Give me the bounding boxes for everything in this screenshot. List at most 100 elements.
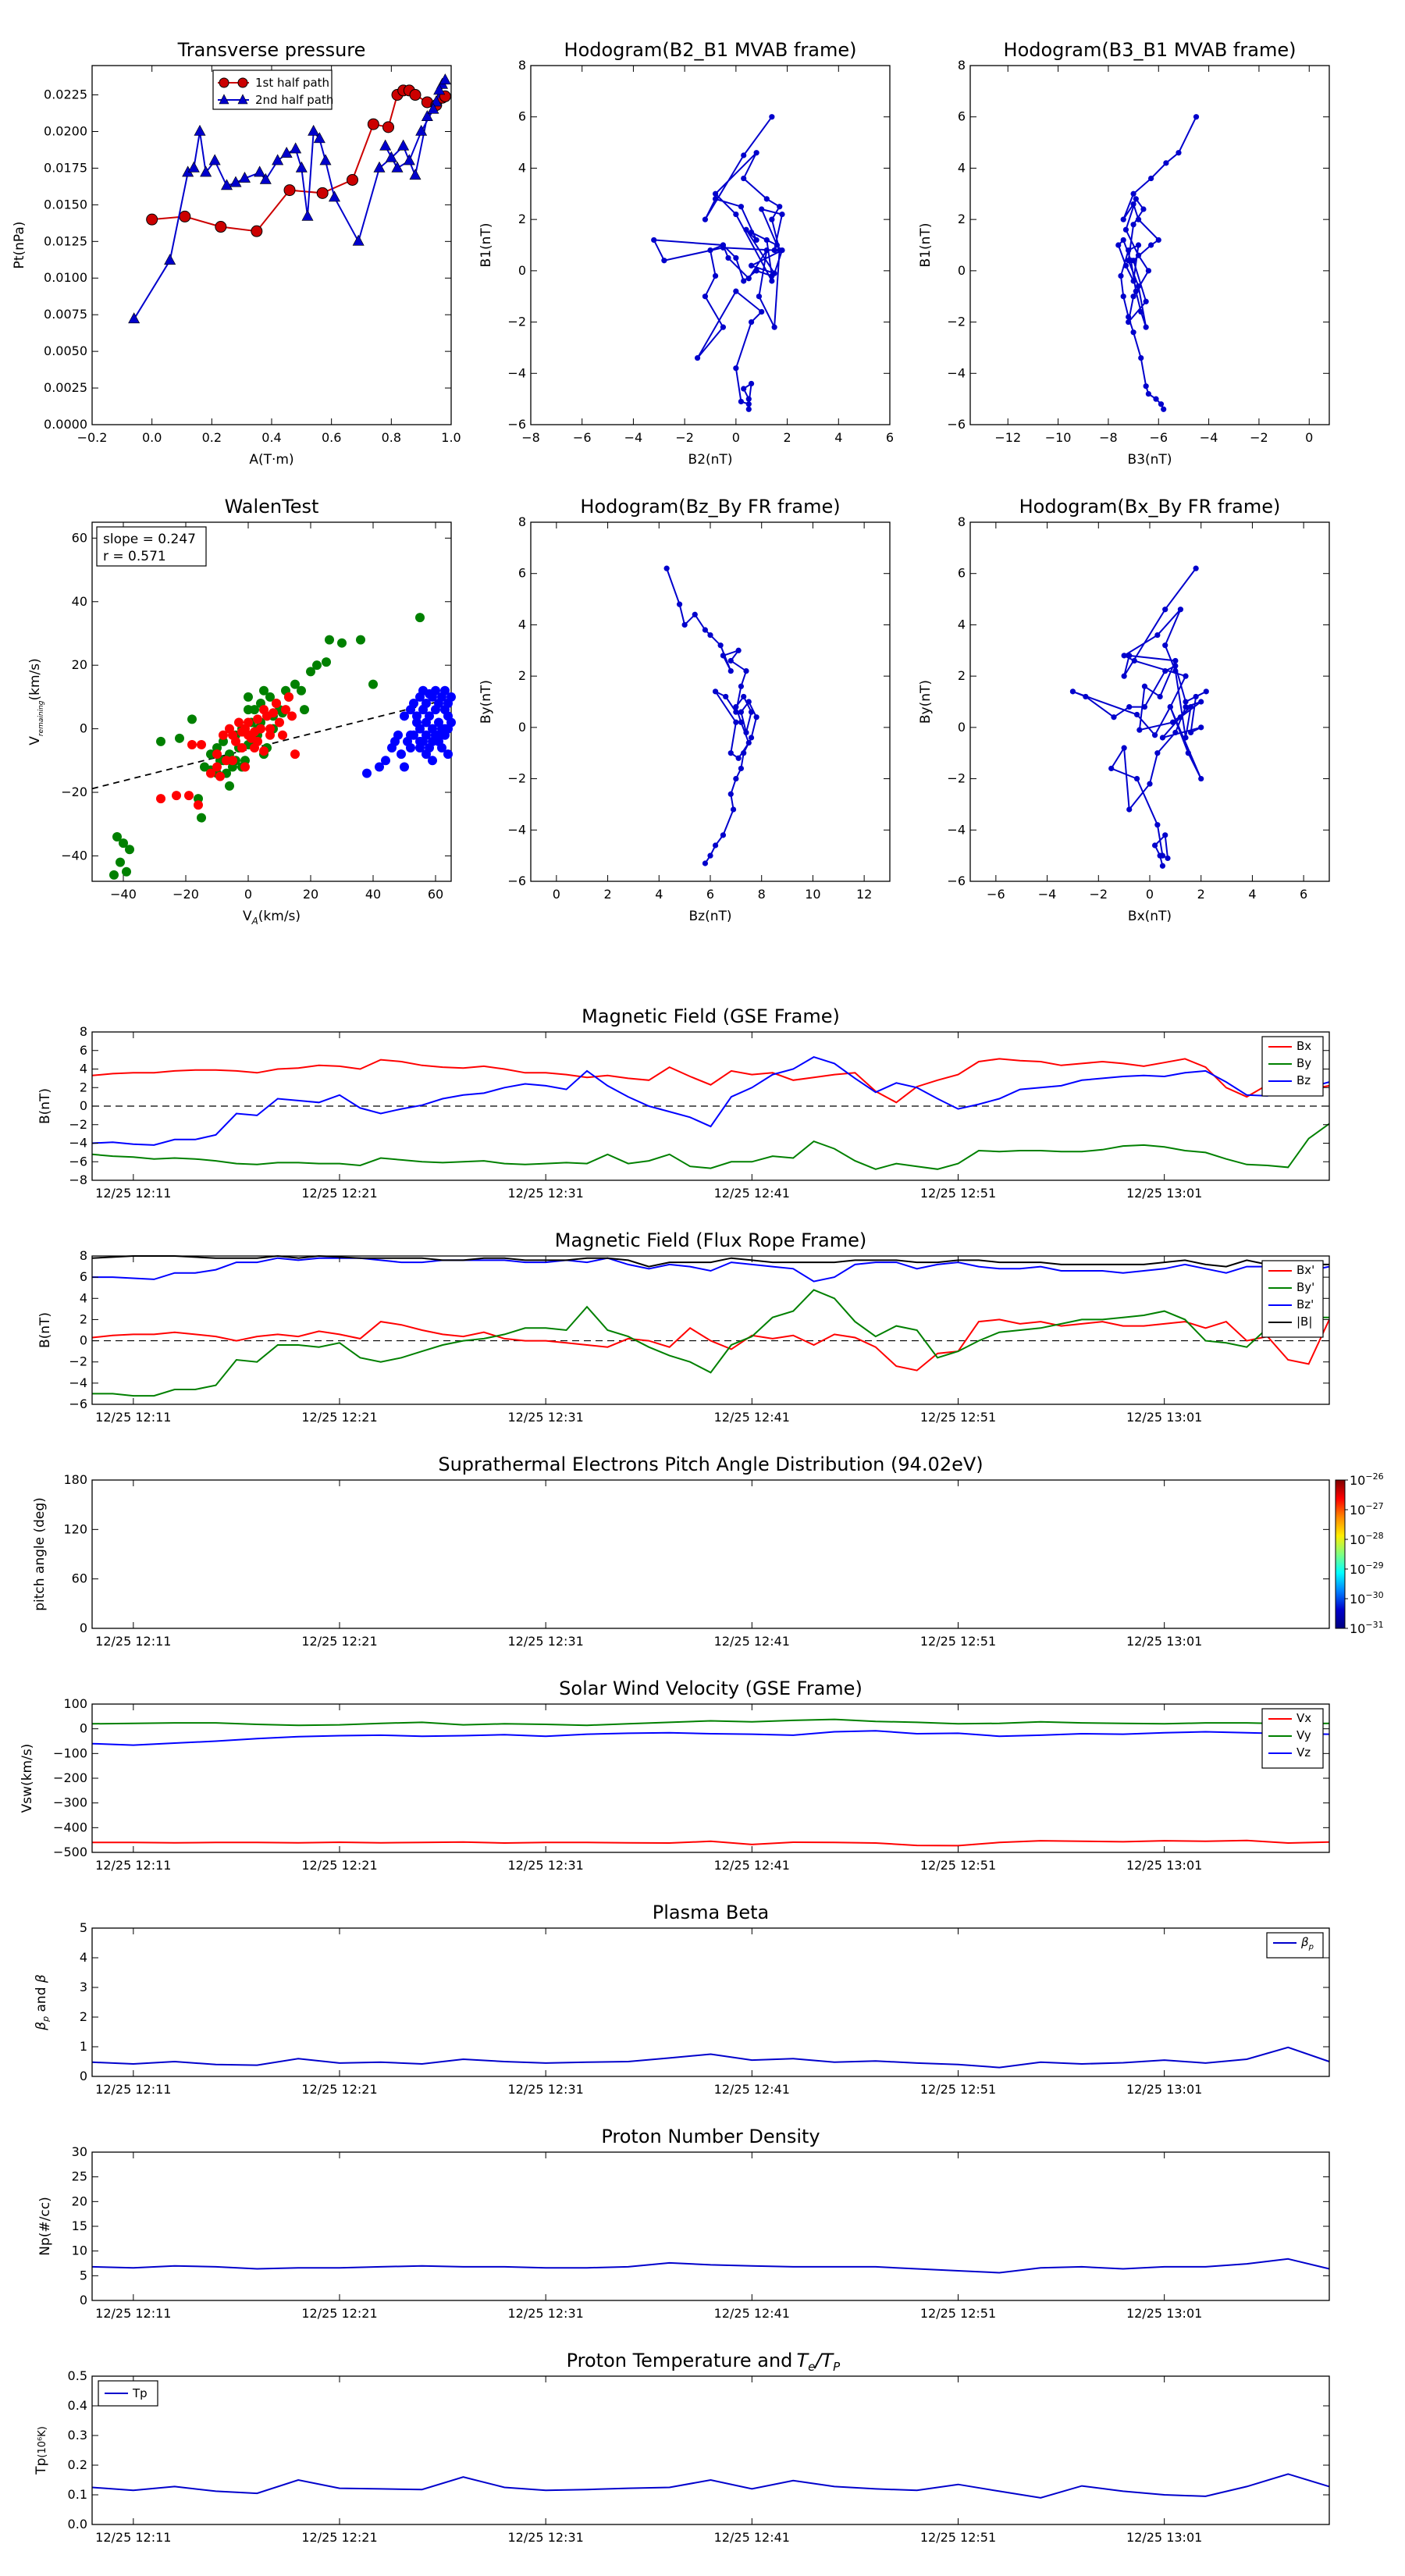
h3-hodogram-point — [738, 719, 745, 725]
walen-fit-line — [91, 697, 452, 790]
h1-ytick-label: −6 — [507, 417, 526, 432]
tp-point-triangle — [194, 124, 206, 136]
vsw-ytick-label: −400 — [53, 1820, 87, 1834]
tp-panel: Transverse pressure 0.0000 0.0025 0.0050 0.0… — [12, 39, 461, 468]
h4-hodogram-point — [1167, 703, 1173, 710]
tp-legend: 1st half path 2nd half path — [212, 69, 333, 110]
beta-ytick-label: 3 — [80, 1980, 87, 1994]
tp-point-triangle — [238, 171, 251, 183]
h2-hodogram-point — [1120, 294, 1126, 300]
h1-xtick-label: −2 — [675, 430, 694, 445]
h2-ylabel: B1(nT) — [918, 223, 934, 268]
h2-xtick-label: −4 — [1200, 430, 1218, 445]
tp_temp-legend-label: Tp — [132, 2386, 148, 2400]
walen-point — [231, 736, 240, 746]
h3-hodogram-point — [727, 667, 734, 674]
walen-xtick-label: 20 — [303, 887, 318, 902]
tp-point-triangle — [433, 84, 446, 95]
mag_fr-legend-label: |B| — [1297, 1315, 1312, 1329]
h2-hodogram-point — [1153, 396, 1159, 402]
h1-ytick-label: 0 — [518, 263, 526, 278]
h4-xtick-label: 0 — [1146, 887, 1154, 902]
walen-point — [400, 711, 409, 721]
h3-hodogram-point — [702, 627, 709, 633]
h2-hodogram-point — [1130, 222, 1136, 228]
mag_fr-ytick-label: 0 — [80, 1333, 87, 1348]
h2-hodogram-point — [1155, 237, 1161, 244]
walen-point — [197, 813, 206, 823]
walen-point — [272, 699, 281, 709]
mag_fr-legend: Bx' By' Bz' |B| — [1261, 1260, 1324, 1338]
h1-hodogram-point — [759, 308, 765, 315]
mag_fr-time-tick-label: 12/25 13:01 — [1126, 1410, 1202, 1425]
walen-xlabel-unit: (km/s) — [258, 909, 301, 924]
h2-hodogram-point — [1161, 406, 1167, 412]
h2-hodogram-point — [1126, 258, 1132, 264]
mag_fr-ytick-label: 2 — [80, 1311, 87, 1326]
h1-hodogram-point — [763, 247, 770, 254]
walen-point — [197, 739, 206, 749]
walen-title: WalenTest — [225, 496, 319, 518]
h1-hodogram-point — [777, 204, 783, 210]
h1-hodogram-point — [702, 216, 709, 222]
mag_fr-time-tick-label: 12/25 12:51 — [920, 1410, 996, 1425]
walen-point — [322, 657, 331, 667]
mag_fr-ylabel: B(nT) — [37, 1312, 53, 1348]
walen-point — [297, 685, 306, 696]
walen-xtick-label: 40 — [365, 887, 381, 902]
h1-ytick-label: 8 — [518, 58, 526, 73]
tp-ytick-label: 0.0000 — [44, 417, 87, 432]
h2-hodogram-point — [1126, 247, 1132, 254]
walen-ylabel-main: V — [27, 736, 43, 745]
walen-point — [425, 711, 434, 721]
h3-axes-frame — [530, 521, 891, 882]
h3-hodogram-point — [692, 611, 698, 617]
h1-ytick-label: 4 — [518, 160, 526, 175]
h3-ytick-label: 2 — [518, 668, 526, 683]
h3-hodogram-point — [707, 852, 713, 859]
h4-hodogram-point — [1177, 607, 1184, 613]
h3-hodogram-point — [735, 647, 742, 653]
h4-hodogram-point — [1069, 688, 1076, 695]
walen-point — [431, 685, 440, 696]
h2-hodogram-point — [1130, 294, 1136, 300]
walen-point — [215, 771, 225, 781]
walen-point — [356, 635, 365, 645]
walen-point — [265, 692, 275, 702]
beta-ylabel-part: and — [34, 1983, 49, 2016]
tp-point-triangle — [313, 132, 325, 144]
tp-point-triangle — [308, 124, 320, 136]
mag_gse-title: Magnetic Field (GSE Frame) — [582, 1005, 840, 1027]
walen-point — [306, 667, 315, 677]
mag_fr-ytick-label: −2 — [69, 1354, 87, 1369]
h4-xtick-label: 4 — [1248, 887, 1256, 902]
h4-hodogram-point — [1136, 727, 1143, 733]
mag_gse-time-tick-label: 12/25 12:21 — [301, 1186, 377, 1201]
mag_fr-ytick-label: 4 — [80, 1290, 87, 1305]
h4-hodogram-point — [1126, 653, 1133, 659]
h4-hodogram-point — [1126, 806, 1133, 813]
walen-ytick-label: −40 — [61, 848, 87, 863]
tp-title: Transverse pressure — [177, 39, 366, 61]
h1-ylabel: B1(nT) — [478, 223, 494, 268]
h1-hodogram-point — [741, 175, 747, 182]
h1-hodogram-point — [725, 254, 731, 262]
h4-hodogram-point — [1187, 729, 1194, 736]
mag_fr-ytick-label: −4 — [69, 1375, 87, 1390]
h2-hodogram-point — [1138, 354, 1144, 361]
h2-hodogram-point — [1143, 324, 1149, 330]
tp-point-circle — [316, 187, 329, 199]
tp-temp-title-math-part: T — [822, 2350, 835, 2371]
tp_temp-ytick-label: 0.3 — [68, 2428, 87, 2443]
mag_gse-series-line-0 — [91, 1058, 1330, 1104]
h1-hodogram-point — [748, 318, 755, 326]
tp-point-circle — [367, 118, 379, 130]
vsw-ytick-label: −500 — [53, 1845, 87, 1859]
np-time-tick-label: 12/25 12:41 — [714, 2306, 790, 2321]
beta-time-tick-label: 12/25 12:51 — [920, 2082, 996, 2097]
pad-colorbar-label: 10−31 — [1350, 1620, 1384, 1636]
h3-hodogram-point — [663, 565, 670, 571]
walen-point — [325, 635, 334, 645]
h4-hodogram-point — [1183, 673, 1189, 679]
